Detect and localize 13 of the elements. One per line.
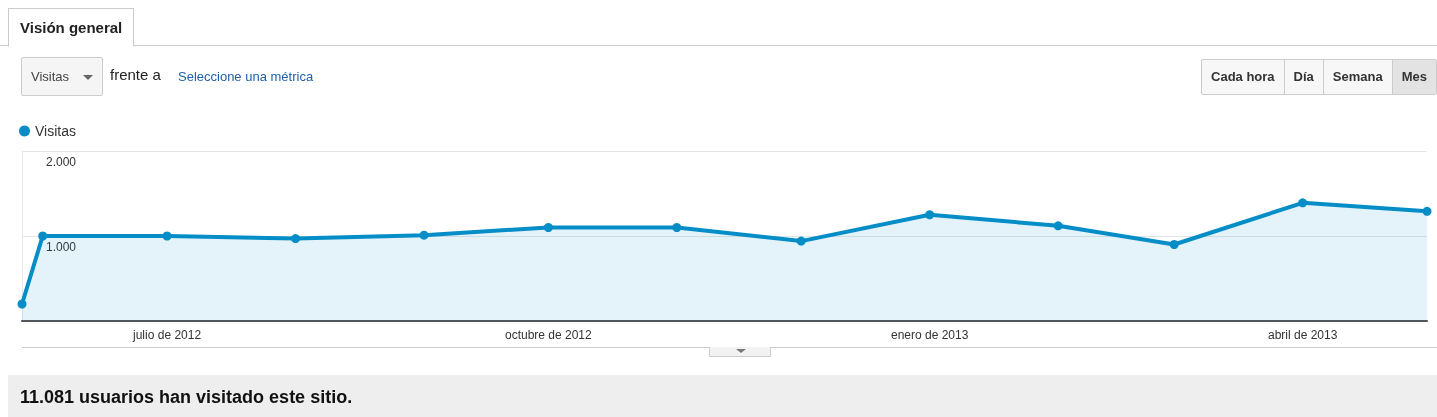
- x-tick-label: octubre de 2012: [504, 328, 593, 342]
- text: Seleccione una métrica: [178, 69, 314, 84]
- legend-label: Visitas: [35, 123, 76, 139]
- y-tick-label: 1.000: [46, 240, 77, 254]
- text: frente a: [110, 66, 161, 83]
- x-tick-label: enero de 2013: [890, 328, 969, 342]
- metric-dropdown: Visitas: [21, 57, 103, 96]
- granularity-buttons: Cada hora Día Semana Mes: [1201, 59, 1437, 95]
- x-tick-label: julio de 2012: [132, 328, 202, 342]
- x-tick-label: abril de 2013: [1267, 328, 1338, 342]
- text: 11.081 usuarios han visitado este sitio.: [8, 375, 1437, 417]
- y-tick-label: 2.000: [46, 155, 77, 169]
- chart-title: Visión general: [8, 8, 135, 47]
